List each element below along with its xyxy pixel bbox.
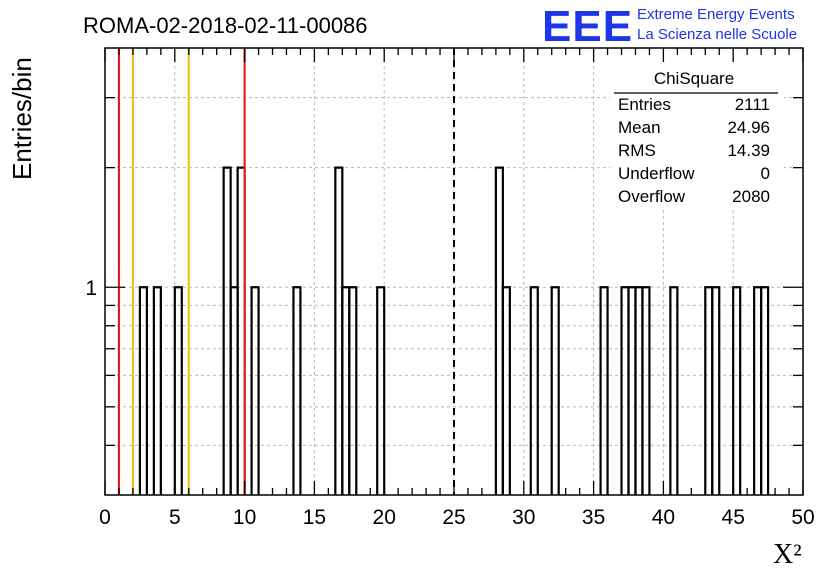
histogram-bin: [250, 286, 260, 495]
stats-value-mean: 24.96: [727, 118, 770, 137]
axis-ticks: 0 5 10 15 20 25 30 35 40 45 50 1: [85, 48, 815, 529]
stats-label-overflow: Overflow: [618, 187, 686, 206]
stats-value-underflow: 0: [761, 164, 770, 183]
x-tick-label: 25: [442, 506, 465, 529]
stats-value-rms: 14.39: [727, 141, 770, 160]
x-tick-label: 30: [512, 506, 535, 529]
stats-box-background: [610, 62, 784, 210]
chart-title: ROMA-02-2018-02-11-00086: [83, 13, 368, 38]
threshold-lines: [117, 48, 455, 495]
histogram-bin: [760, 286, 770, 495]
stats-label-underflow: Underflow: [618, 164, 695, 183]
histogram-bin: [732, 286, 742, 495]
stats-box: ChiSquare Entries 2111 Mean 24.96 RMS 14…: [610, 62, 784, 210]
histogram: [138, 166, 770, 495]
histogram-bin: [599, 286, 609, 495]
histogram-bin: [501, 286, 511, 495]
x-tick-label: 0: [99, 506, 111, 529]
logo-line-1: Extreme Energy Events: [637, 6, 795, 23]
histogram-bin: [669, 286, 679, 495]
histogram-bin: [550, 286, 560, 495]
logo-line-2: La Scienza nelle Scuole: [637, 26, 797, 43]
stats-value-entries: 2111: [735, 95, 770, 114]
y-tick-label: 1: [85, 277, 97, 300]
x-tick-label: 40: [652, 506, 675, 529]
stats-box-title: ChiSquare: [654, 69, 734, 88]
logo-eee-text: EEE: [542, 2, 633, 51]
y-axis-label: Entries/bin: [7, 57, 37, 180]
stats-label-entries: Entries: [618, 95, 671, 114]
x-axis-label: X²: [773, 539, 802, 570]
histogram-bin: [138, 286, 148, 495]
histogram-bin: [173, 286, 183, 495]
x-tick-label: 20: [373, 506, 396, 529]
histogram-bin: [641, 286, 651, 495]
x-tick-label: 5: [169, 506, 181, 529]
x-tick-label: 35: [582, 506, 605, 529]
histogram-bin: [348, 286, 358, 495]
x-tick-label: 50: [791, 506, 814, 529]
histogram-bin: [711, 286, 721, 495]
histogram-bin: [152, 286, 162, 495]
histogram-bin: [376, 286, 386, 495]
histogram-bin: [292, 286, 302, 495]
stats-value-overflow: 2080: [732, 187, 770, 206]
x-tick-label: 45: [722, 506, 745, 529]
eee-logo: EEE Extreme Energy Events La Scienza nel…: [542, 2, 797, 51]
x-tick-label: 15: [303, 506, 326, 529]
stats-label-mean: Mean: [618, 118, 661, 137]
histogram-bin: [529, 286, 539, 495]
stats-label-rms: RMS: [618, 141, 656, 160]
x-tick-label: 10: [233, 506, 256, 529]
